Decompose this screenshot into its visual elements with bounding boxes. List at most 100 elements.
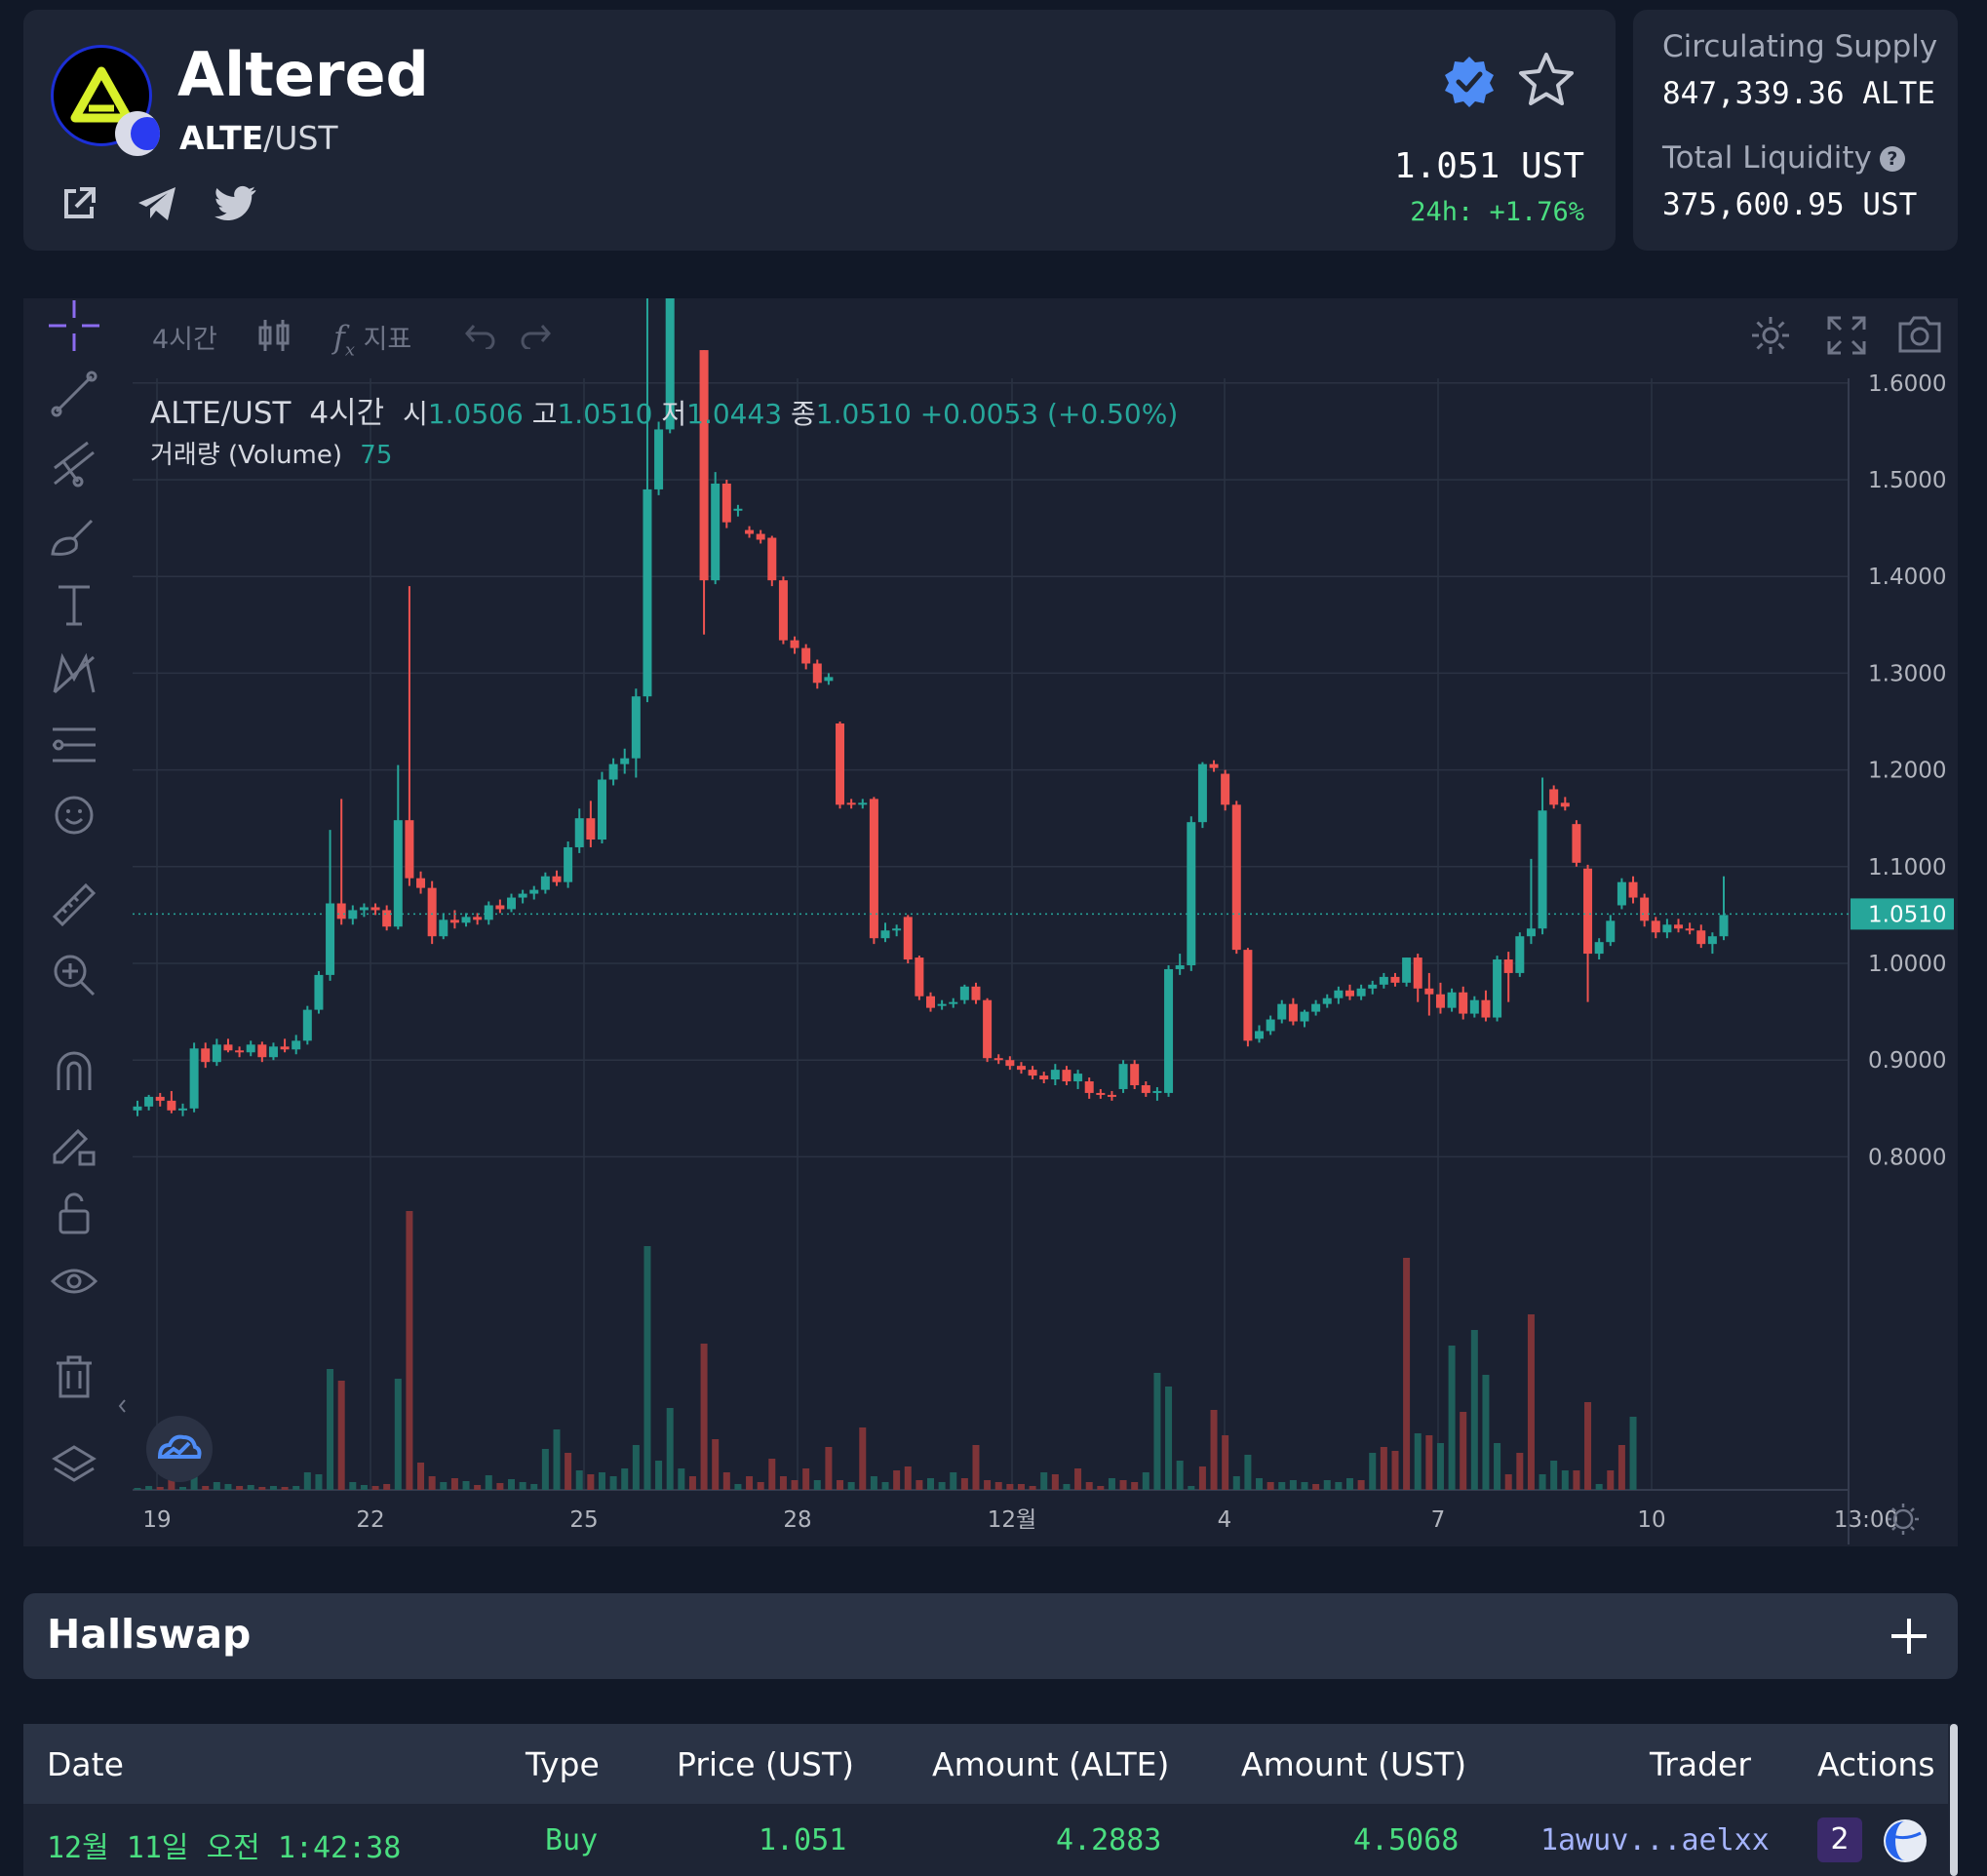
x-tick-label: 10 [1637, 1507, 1665, 1533]
crosshair-icon[interactable] [49, 300, 99, 351]
price-chart-panel: 1.90001.80001.70001.60001.50001.40001.30… [23, 298, 1958, 1546]
col-trader[interactable]: Trader [1650, 1745, 1751, 1783]
token-symbol: ALTE [179, 119, 264, 157]
x-tick-label: 25 [569, 1507, 598, 1533]
interval-selector[interactable]: 4시간 [152, 325, 217, 355]
volume-bar [553, 1429, 561, 1490]
volume-bar [825, 1447, 833, 1490]
magnet-icon[interactable] [49, 1047, 99, 1098]
candle-type-icon[interactable] [257, 316, 291, 355]
candle-body [1231, 804, 1241, 951]
candle-body [292, 1040, 301, 1050]
pitchfork-icon[interactable] [49, 439, 99, 489]
brush-icon[interactable] [49, 509, 99, 560]
volume-bar [722, 1472, 730, 1490]
volume-bar [190, 1468, 198, 1490]
twitter-icon[interactable] [213, 181, 257, 226]
candle-body [1368, 984, 1378, 989]
ruler-icon[interactable] [49, 879, 99, 930]
tradingview-logo-icon[interactable] [146, 1416, 213, 1482]
pattern-icon[interactable] [49, 649, 99, 700]
favorite-star-icon[interactable] [1517, 51, 1576, 109]
volume-bar [1629, 1417, 1637, 1490]
volume-bar [258, 1487, 266, 1490]
candle-body [1435, 994, 1445, 1008]
circulating-supply-label: Circulating Supply [1662, 29, 1938, 64]
candle-body [1322, 997, 1332, 1004]
candlestick-chart[interactable]: 1.90001.80001.70001.60001.50001.40001.30… [23, 298, 1958, 1546]
candle-body [892, 928, 902, 931]
help-icon[interactable]: ? [1879, 146, 1905, 172]
candle-body [1526, 928, 1536, 937]
emoji-icon[interactable] [49, 790, 99, 840]
candle-body [1311, 1003, 1321, 1012]
trades-table-header: Date Type Price (UST) Amount (ALTE) Amou… [23, 1724, 1948, 1804]
col-amount-quote[interactable]: Amount (UST) [1241, 1745, 1467, 1783]
candle-body [359, 907, 369, 911]
col-date[interactable]: Date [47, 1745, 124, 1783]
volume-bar [269, 1486, 277, 1490]
external-link-icon[interactable] [57, 181, 101, 226]
eye-icon[interactable] [49, 1258, 99, 1309]
volume-bar [598, 1472, 605, 1490]
candle-body [1651, 920, 1660, 933]
candle-body [449, 919, 459, 923]
volume-bar [791, 1480, 799, 1490]
y-tick-label: 1.7000 [1868, 298, 1946, 300]
volume-bar [870, 1476, 877, 1490]
fullscreen-icon[interactable] [1827, 316, 1866, 355]
hallswap-section[interactable]: Hallswap [23, 1593, 1958, 1679]
settings-gear-icon[interactable] [1749, 314, 1792, 357]
candle-body [257, 1044, 267, 1058]
redo-icon[interactable] [521, 322, 552, 349]
candle-body [439, 919, 448, 937]
high-value: 1.0510 [557, 398, 653, 430]
prediction-icon[interactable] [49, 720, 99, 770]
volume-bar [712, 1439, 720, 1490]
expand-plus-icon[interactable] [1884, 1611, 1934, 1661]
candle-body [1390, 976, 1400, 983]
trend-line-icon[interactable] [49, 369, 99, 419]
layers-icon[interactable] [49, 1441, 99, 1492]
camera-icon[interactable] [1897, 314, 1942, 355]
undo-icon[interactable] [464, 322, 495, 349]
candle-body [631, 696, 641, 759]
explorer-globe-icon[interactable] [1884, 1819, 1927, 1862]
volume-bar [768, 1459, 776, 1490]
candle-body [1130, 1064, 1140, 1085]
volume-bar [1323, 1480, 1331, 1490]
table-scrollbar[interactable] [1950, 1724, 1958, 1876]
volume-bar [485, 1475, 492, 1490]
indicators-button[interactable]: fx 지표 [333, 318, 411, 360]
col-type[interactable]: Type [526, 1745, 600, 1783]
unlock-icon[interactable] [49, 1188, 99, 1238]
actions-count-badge[interactable]: 2 [1817, 1817, 1862, 1862]
volume-bar [202, 1486, 210, 1490]
telegram-icon[interactable] [135, 181, 179, 226]
trash-icon[interactable] [49, 1351, 99, 1402]
volume-bar [1210, 1410, 1218, 1490]
zoom-in-icon[interactable] [49, 950, 99, 1000]
candle-body [1107, 1094, 1116, 1097]
candle-body [733, 508, 743, 511]
col-amount-token[interactable]: Amount (ALTE) [932, 1745, 1170, 1783]
token-logo [51, 45, 152, 146]
text-tool-icon[interactable] [49, 579, 99, 630]
hallswap-title: Hallswap [47, 1611, 252, 1658]
volume-bar [450, 1478, 458, 1490]
row-trader[interactable]: 1awuv...aelxx [1540, 1823, 1770, 1857]
y-tick-label: 1.0000 [1868, 952, 1946, 977]
candle-body [1493, 959, 1502, 1018]
candle-body [1481, 999, 1491, 1018]
volume-bar [292, 1486, 300, 1490]
volume-bar [1391, 1451, 1399, 1490]
volume-bar [519, 1482, 526, 1490]
candle-body [721, 483, 731, 523]
open-label: 시 [403, 398, 428, 430]
volume-bar [224, 1484, 232, 1490]
col-price[interactable]: Price (UST) [677, 1745, 854, 1783]
candle-body [1084, 1081, 1094, 1093]
volume-bar [688, 1476, 696, 1490]
lock-drawing-icon[interactable] [49, 1117, 99, 1168]
candle-body [1538, 810, 1547, 929]
